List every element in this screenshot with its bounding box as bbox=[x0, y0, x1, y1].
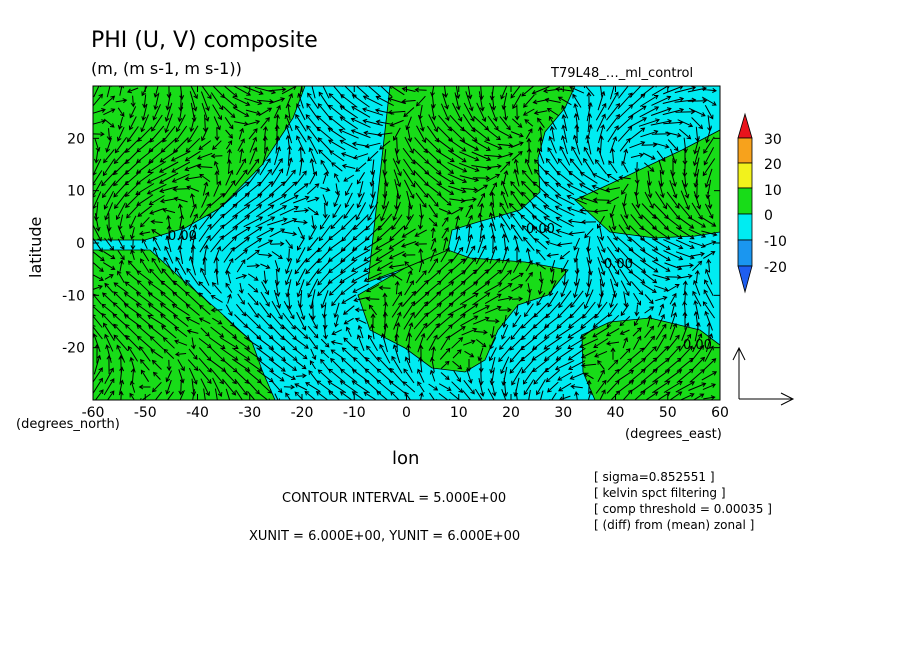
y-tick-label: 0 bbox=[76, 236, 85, 252]
plot-area bbox=[93, 86, 720, 400]
contour-labels: 0.00 0.00 0.00 0.00 bbox=[168, 222, 712, 353]
colorbar-band bbox=[737, 213, 753, 241]
y-tick-label: 20 bbox=[67, 131, 85, 147]
y-tick-label: 10 bbox=[67, 184, 85, 200]
note-line: [ comp threshold = 0.00035 ] bbox=[594, 502, 772, 516]
vector-units-text: XUNIT = 6.000E+00, YUNIT = 6.000E+00 bbox=[249, 529, 520, 544]
colorbar-bottom-arrow bbox=[737, 265, 753, 294]
colorbar-band bbox=[737, 162, 753, 189]
x-tick-label: 10 bbox=[450, 405, 468, 421]
colorbar: 30 20 10 0 -10 -20 bbox=[737, 112, 787, 294]
y-axis: -20 -10 0 10 20 bbox=[62, 131, 720, 357]
contour-label: 0.00 bbox=[168, 229, 197, 244]
x-tick-label: -50 bbox=[134, 405, 157, 421]
colorbar-label: -20 bbox=[764, 260, 787, 276]
x-tick-label: 20 bbox=[502, 405, 520, 421]
chart-subtitle: (m, (m s-1, m s-1)) bbox=[91, 59, 242, 78]
x-unit-label: (degrees_east) bbox=[625, 427, 722, 442]
x-tick-label: -10 bbox=[343, 405, 366, 421]
reference-vector-icon bbox=[732, 346, 795, 406]
x-axis-title: lon bbox=[392, 448, 419, 469]
wind-vectors bbox=[93, 86, 718, 400]
x-tick-label: -20 bbox=[291, 405, 314, 421]
x-tick-label: -40 bbox=[186, 405, 209, 421]
note-line: [ sigma=0.852551 ] bbox=[594, 470, 715, 484]
colorbar-label: 0 bbox=[764, 208, 773, 224]
colorbar-band bbox=[737, 239, 753, 267]
x-tick-label: 40 bbox=[607, 405, 625, 421]
x-tick-label: -30 bbox=[238, 405, 261, 421]
colorbar-label: -10 bbox=[764, 234, 787, 250]
positive-regions bbox=[93, 86, 720, 400]
contour-label: 0.00 bbox=[604, 257, 633, 272]
contour-label: 0.00 bbox=[683, 338, 712, 353]
y-unit-label: (degrees_north) bbox=[16, 417, 120, 432]
x-tick-label: -60 bbox=[82, 405, 105, 421]
positive-region bbox=[574, 129, 720, 239]
wind-vector-field bbox=[93, 86, 718, 400]
x-tick-label: 0 bbox=[402, 405, 411, 421]
y-axis-title: latitude bbox=[26, 217, 45, 278]
y-tick-label: -20 bbox=[62, 341, 85, 357]
x-axis: -60 -50 -40 -30 -20 -10 0 10 20 30 40 50 60 bbox=[82, 86, 729, 421]
note-line: [ kelvin spct filtering ] bbox=[594, 486, 726, 500]
note-line: [ (diff) from (mean) zonal ] bbox=[594, 518, 754, 532]
contour-interval-text: CONTOUR INTERVAL = 5.000E+00 bbox=[282, 491, 506, 506]
colorbar-band bbox=[737, 137, 753, 164]
colorbar-label: 30 bbox=[764, 132, 782, 148]
chart-title: PHI (U, V) composite bbox=[91, 28, 318, 53]
colorbar-label: 10 bbox=[764, 183, 782, 199]
x-tick-label: 60 bbox=[711, 405, 729, 421]
positive-region bbox=[581, 317, 720, 400]
colorbar-band bbox=[737, 187, 753, 215]
x-tick-label: 50 bbox=[659, 405, 677, 421]
contour-label: 0.00 bbox=[526, 222, 555, 237]
run-label: T79L48_…_ml_control bbox=[550, 66, 693, 81]
colorbar-label: 20 bbox=[764, 157, 782, 173]
colorbar-top-arrow bbox=[737, 112, 753, 139]
x-tick-label: 30 bbox=[554, 405, 572, 421]
y-tick-label: -10 bbox=[62, 288, 85, 304]
